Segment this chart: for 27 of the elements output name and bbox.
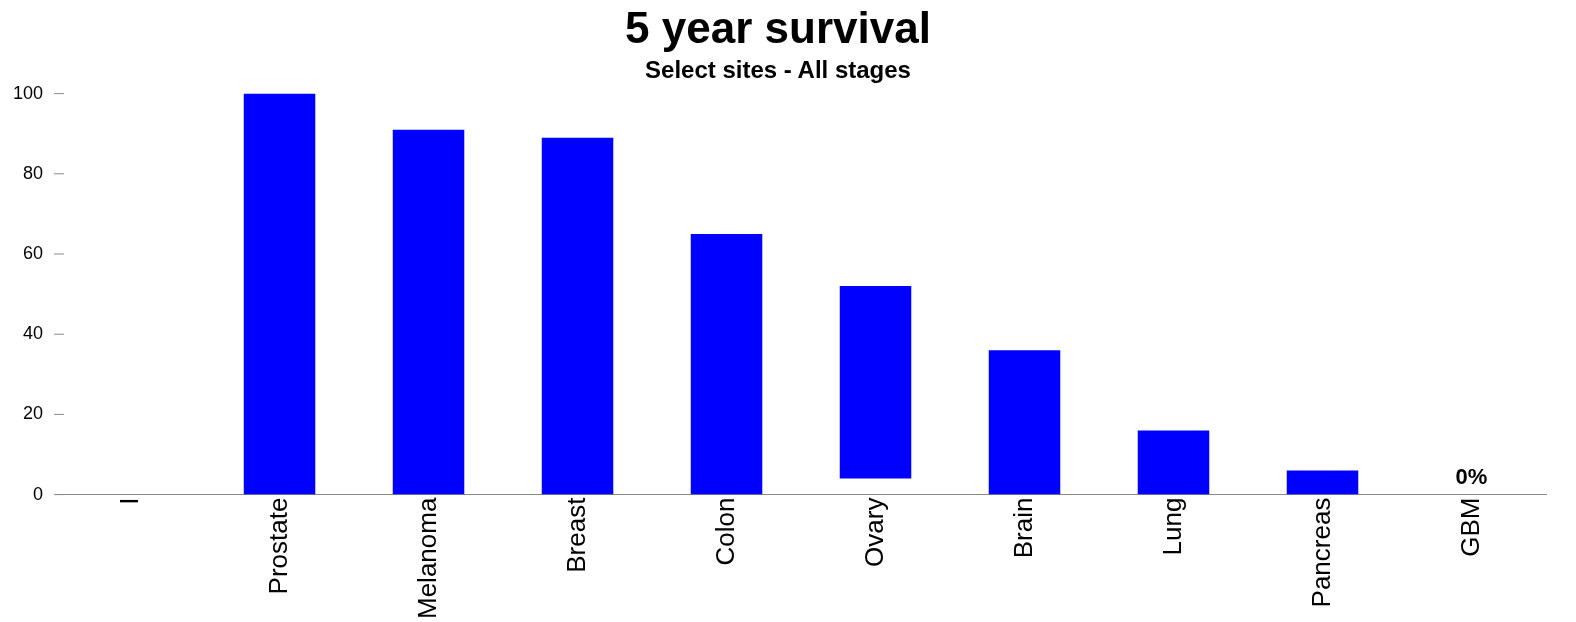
x-tick-label: Prostate — [262, 497, 293, 595]
bar — [1137, 430, 1210, 495]
x-tick-label: Colon — [709, 497, 740, 566]
x-tick-label: Lung — [1156, 497, 1187, 556]
x-tick-label: Ovary — [858, 497, 889, 567]
x-tick-label: GBM — [1454, 497, 1485, 557]
x-tick-label: Breast — [560, 496, 591, 573]
bar — [690, 233, 763, 495]
y-tick-label: 0 — [33, 483, 44, 504]
chart-subtitle: Select sites - All stages — [645, 55, 911, 83]
bar — [243, 93, 316, 495]
y-tick-label: 100 — [12, 82, 44, 103]
x-tick-label: Pancreas — [1305, 497, 1336, 608]
bar — [1286, 470, 1359, 495]
bar — [541, 137, 614, 495]
chart-title: 5 year survival — [625, 2, 931, 52]
data-label: 0% — [1455, 463, 1488, 489]
x-tick-label: Melanoma — [411, 497, 442, 620]
bar — [392, 129, 465, 495]
y-tick-label: 80 — [23, 162, 44, 183]
y-tick-label: 40 — [23, 323, 44, 344]
y-tick-label: 60 — [23, 242, 44, 263]
bar — [839, 286, 912, 479]
y-tick-label: 20 — [23, 403, 44, 424]
x-tick-label: Brain — [1007, 497, 1038, 559]
bar — [988, 350, 1061, 495]
x-tick-label: I — [113, 497, 144, 505]
